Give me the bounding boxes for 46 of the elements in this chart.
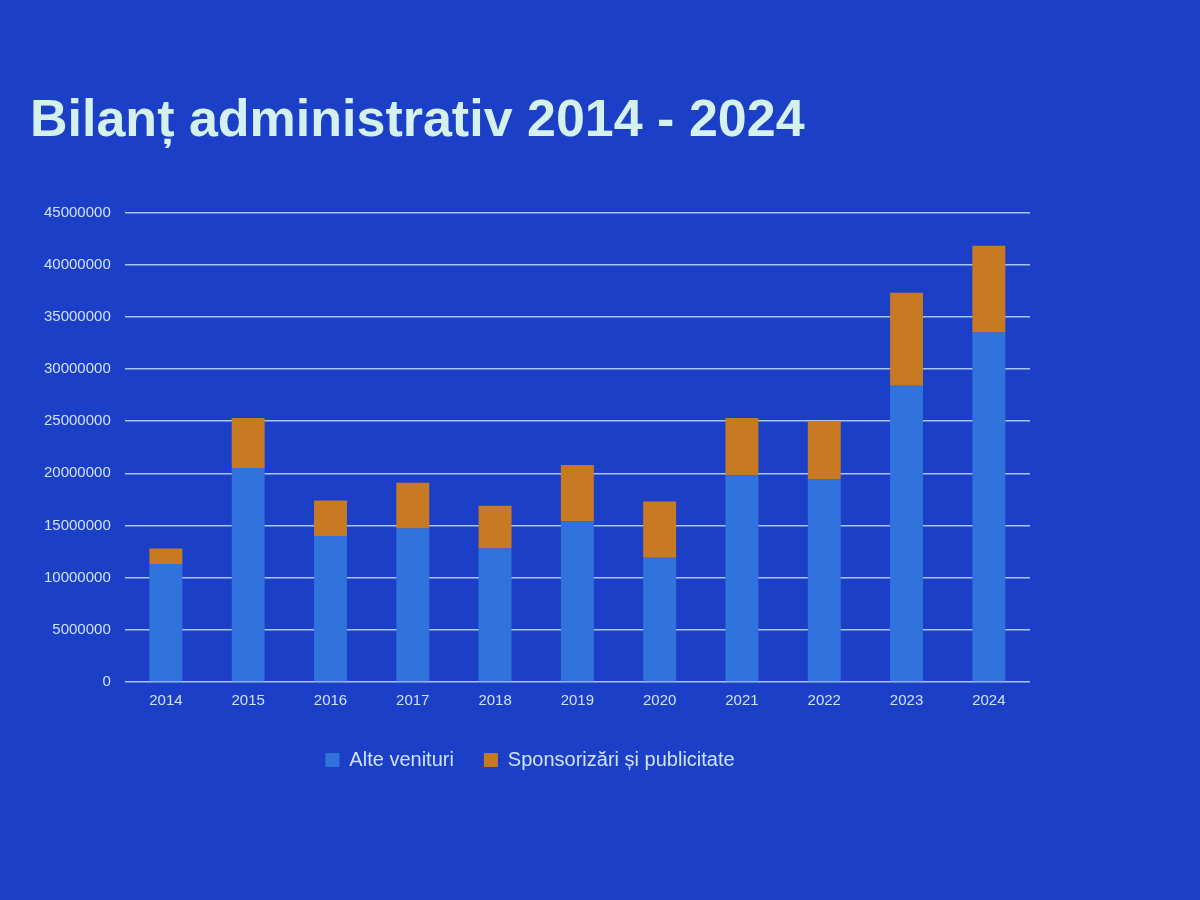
bar (560, 521, 594, 682)
y-tick-label: 30000000 (43, 359, 111, 377)
bar (972, 245, 1006, 333)
legend-label: Sponsorizări și publicitate (507, 747, 735, 770)
x-tick-label: 2022 (807, 691, 841, 709)
bar (725, 417, 759, 476)
bar (890, 385, 924, 682)
x-tick-label: 2023 (889, 691, 924, 709)
bar (314, 535, 347, 682)
x-tick-label: 2024 (972, 691, 1006, 709)
legend-label: Alte venituri (349, 747, 454, 770)
bar (396, 528, 430, 682)
x-tick-label: 2014 (149, 691, 183, 709)
y-tick-label: 40000000 (43, 254, 111, 272)
bar (643, 501, 677, 558)
bar (725, 475, 759, 682)
y-tick-label: 5000000 (52, 619, 111, 637)
chart-title: Bilanț administrativ 2014 - 2024 (30, 88, 805, 148)
bar (972, 332, 1006, 682)
bar (231, 468, 265, 682)
y-tick-label: 15000000 (43, 515, 111, 533)
x-tick-label: 2019 (560, 691, 595, 709)
x-tick-label: 2016 (313, 691, 348, 709)
x-tick-label: 2015 (231, 691, 265, 709)
y-tick-label: 0 (102, 672, 111, 690)
bar (478, 548, 512, 682)
y-tick-label: 20000000 (43, 463, 111, 481)
y-tick-label: 45000000 (43, 202, 111, 220)
bar (807, 479, 841, 682)
bar (478, 505, 512, 549)
bar (314, 500, 347, 536)
x-tick-label: 2017 (396, 691, 430, 709)
bar (643, 557, 677, 682)
bar (807, 421, 841, 480)
bar (231, 417, 265, 469)
bar (149, 548, 183, 565)
y-tick-label: 10000000 (43, 567, 111, 585)
x-tick-label: 2021 (725, 691, 759, 709)
bar (560, 464, 594, 522)
x-tick-label: 2018 (478, 691, 512, 709)
bar (396, 482, 430, 529)
bar (149, 564, 183, 682)
x-tick-label: 2020 (642, 691, 677, 709)
y-tick-label: 35000000 (43, 306, 111, 324)
bar (890, 292, 924, 386)
y-tick-label: 25000000 (43, 411, 111, 429)
